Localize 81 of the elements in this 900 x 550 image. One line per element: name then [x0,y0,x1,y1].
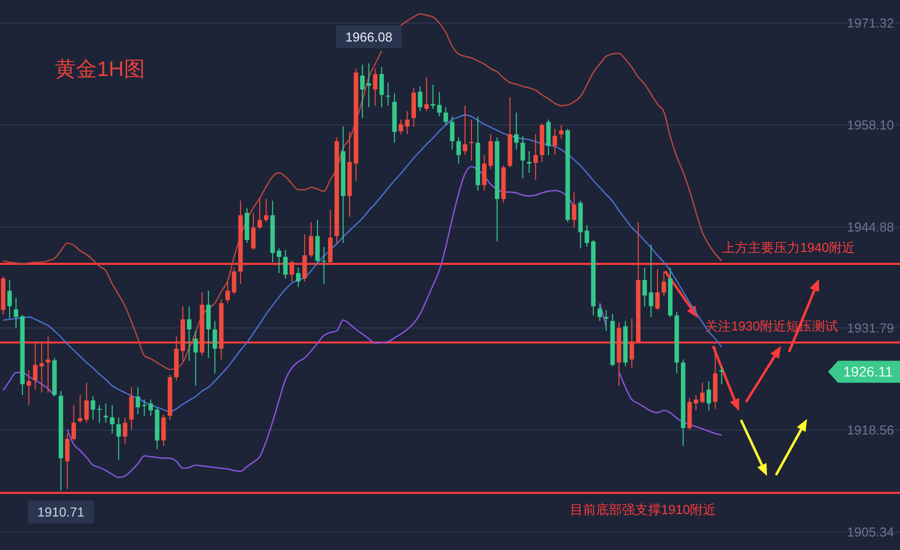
candlestick [372,68,378,106]
ref-line-label: 目前底部强支撑1910附近 [570,502,716,517]
candlestick [225,281,230,304]
annotation: 1910.71 [37,504,84,520]
candlestick [26,370,32,406]
candlestick [584,224,590,248]
candlestick [302,234,307,282]
text: 黄金1H图 [55,58,145,81]
candlestick [33,341,38,390]
candlestick [469,119,474,161]
candlestick [65,433,70,490]
candlestick [533,134,538,180]
candlestick [604,310,608,332]
candlestick [630,318,634,368]
candlestick [7,280,12,320]
candlestick [90,396,96,420]
candlestick [116,416,121,460]
candlestick [296,267,300,288]
candlestick [39,341,44,394]
candlestick [598,304,602,322]
candlestick [46,336,50,394]
candlestick [379,66,384,108]
candlestick [437,91,442,117]
candlestick [258,198,262,230]
candlestick [110,404,114,434]
candlestick [322,246,326,284]
candlestick [546,119,551,156]
candlestick [456,136,461,164]
candlestick [276,248,282,274]
candlestick [122,416,128,444]
candlestick [514,112,519,150]
candlestick [360,64,365,119]
candlestick [450,116,454,150]
annotation: 1926.11 [843,364,893,380]
candlestick [232,267,236,294]
y-tick-label: 1905.34 [847,524,894,540]
candlestick [655,268,660,311]
candlestick [662,271,666,297]
candlestick [520,135,526,179]
candlestick [71,404,76,441]
y-tick-label: 1918.56 [847,422,894,438]
y-tick-label: 1971.32 [847,16,894,31]
candlestick [642,267,647,307]
candlestick [552,128,558,156]
ref-line-label: 上方主要压力1940附近 [722,240,855,255]
candlestick [129,386,134,430]
candlestick [251,212,256,250]
candlestick [482,154,487,192]
candlestick [308,222,314,258]
candlestick [386,82,390,106]
y-tick-label: 1944.88 [847,219,894,234]
candlestick [186,306,192,362]
candlestick [264,198,268,223]
candlestick [706,380,712,411]
candlestick [398,119,404,135]
candlestick [526,150,532,174]
annotation: 1966.08 [345,29,392,44]
candlestick [444,106,448,126]
candlestick [559,124,564,140]
candlestick [283,249,288,279]
candlestick [290,260,294,282]
candlestick [648,244,654,318]
candlestick [97,404,102,424]
candlestick [572,192,576,228]
candlestick [136,386,140,415]
candlestick [78,394,82,424]
candlestick [700,382,705,404]
candlestick [148,399,153,416]
candlestick [142,399,147,416]
candlestick [161,414,166,446]
y-tick-label: 1931.79 [847,320,894,336]
candlestick [418,86,422,112]
candlestick [84,382,89,424]
candlestick [104,402,108,424]
candlestick [212,320,218,374]
candlestick [405,110,410,135]
candlestick [193,330,198,386]
y-tick-label: 1958.10 [847,118,894,133]
candlestick [424,76,429,112]
candlestick [462,105,468,156]
candlestick [430,84,436,110]
